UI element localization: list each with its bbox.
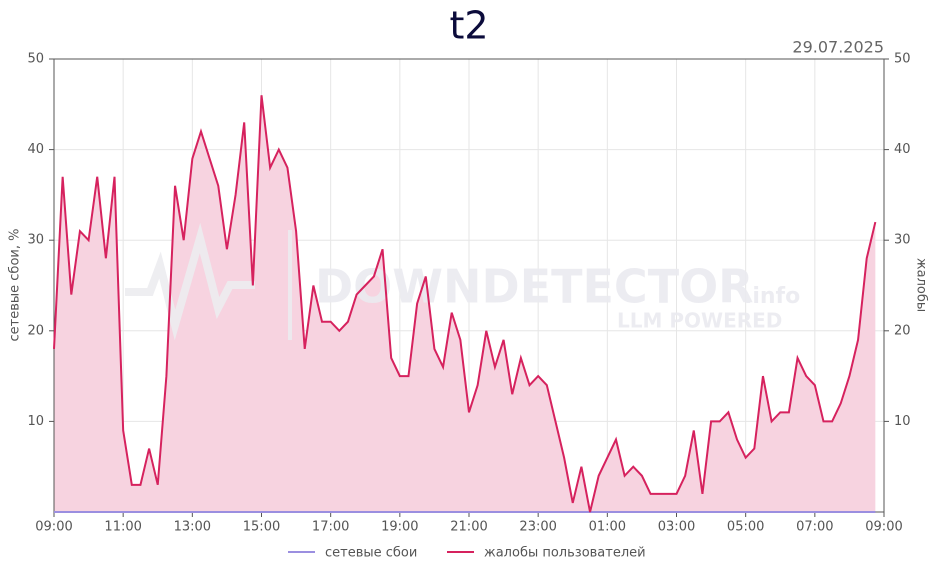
- x-tick-label: 09:00: [35, 520, 72, 535]
- x-tick-label: 03:00: [658, 520, 695, 535]
- y2-tick-label: 30: [894, 233, 911, 248]
- watermark-suffix: .info: [744, 284, 800, 309]
- line: [53, 95, 877, 513]
- watermark-tagline: LLM POWERED: [617, 309, 782, 333]
- x-tick-label: 09:00: [865, 520, 902, 535]
- y2-tick-label: 10: [894, 414, 911, 429]
- watermark-text: DOWNDETECTOR: [315, 260, 754, 314]
- chart-title: t2: [449, 4, 488, 48]
- y2-tick-label: 50: [894, 52, 911, 67]
- legend-label: жалобы пользователей: [484, 546, 646, 561]
- y2-axis-label: жалобы: [914, 258, 929, 312]
- y-tick-label: 20: [27, 323, 44, 338]
- x-tick-label: 05:00: [727, 520, 764, 535]
- x-tick-label: 17:00: [312, 520, 349, 535]
- y-tick-label: 30: [27, 233, 44, 248]
- y2-tick-label: 40: [894, 142, 911, 157]
- y-tick-label: 50: [27, 52, 44, 67]
- x-tick-label: 13:00: [174, 520, 211, 535]
- x-tick-label: 07:00: [796, 520, 833, 535]
- watermark-logo: [125, 222, 255, 341]
- x-tick-label: 19:00: [381, 520, 418, 535]
- legend-label: сетевые сбои: [325, 546, 417, 561]
- watermark: DOWNDETECTOR .info LLM POWERED: [125, 222, 800, 341]
- x-tick-label: 15:00: [243, 520, 280, 535]
- x-tick-label: 01:00: [589, 520, 626, 535]
- date: 29.07.2025: [792, 38, 884, 57]
- area: [54, 95, 876, 513]
- x-tick-label: 21:00: [450, 520, 487, 535]
- y-tick-label: 10: [27, 414, 44, 429]
- y-tick-label: 40: [27, 142, 44, 157]
- y-axis-label: сетевые сбои, %: [8, 229, 23, 342]
- y2-tick-label: 20: [894, 323, 911, 338]
- x-tick-label: 23:00: [519, 520, 556, 535]
- x-tick-label: 11:00: [104, 520, 141, 535]
